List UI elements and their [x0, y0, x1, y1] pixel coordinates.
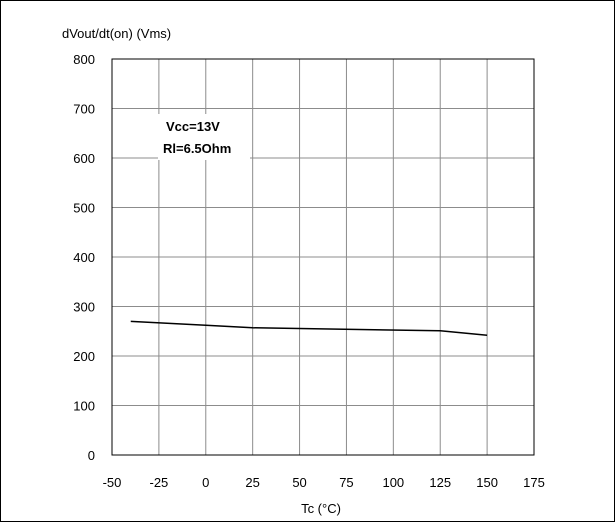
y-tick-label: 200: [73, 349, 95, 364]
x-tick-label: 25: [245, 475, 259, 490]
annotation-line-vcc: Vcc=13V: [166, 119, 220, 134]
annotation-line-rl: Rl=6.5Ohm: [163, 141, 231, 156]
x-tick-label: 100: [382, 475, 404, 490]
y-tick-label: 0: [88, 448, 95, 463]
x-tick-label: -50: [103, 475, 122, 490]
series-line: [130, 320, 488, 336]
series-layer: [130, 320, 488, 336]
x-tick-label: 175: [523, 475, 545, 490]
y-tick-label: 400: [73, 250, 95, 265]
x-tick-label: 125: [429, 475, 451, 490]
plot-area: [111, 58, 535, 456]
y-tick-label: 300: [73, 300, 95, 315]
y-tick-label: 600: [73, 151, 95, 166]
y-axis-title: dVout/dt(on) (Vms): [62, 26, 171, 41]
y-tick-label: 100: [73, 399, 95, 414]
y-tick-label: 800: [73, 52, 95, 67]
condition-annotation: Vcc=13V Rl=6.5Ohm: [158, 114, 250, 160]
x-tick-labels: -50 -25 0 25 50 75 100 125 150 175: [103, 475, 545, 490]
x-tick-label: 0: [202, 475, 209, 490]
x-tick-label: 75: [339, 475, 353, 490]
y-tick-labels: 0 100 200 300 400 500 600 700 800: [73, 52, 95, 463]
y-tick-label: 500: [73, 201, 95, 216]
y-tick-label: 700: [73, 102, 95, 117]
x-tick-label: 150: [476, 475, 498, 490]
annotation-background: [158, 114, 250, 160]
x-axis-title: Tc (°C): [301, 501, 341, 516]
x-tick-label: -25: [149, 475, 168, 490]
x-tick-label: 50: [292, 475, 306, 490]
